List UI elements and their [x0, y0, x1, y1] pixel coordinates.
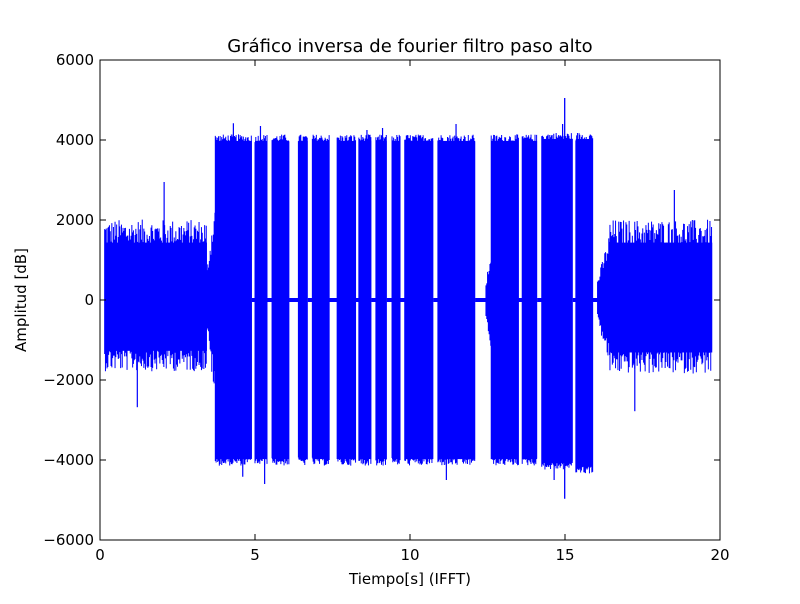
y-tick-label: 4000 — [56, 131, 94, 149]
series-segment-burst — [336, 135, 357, 466]
series-segment-burst — [391, 134, 401, 465]
signal-trace — [597, 238, 611, 356]
signal-trace — [271, 134, 290, 466]
series-segment-noise — [104, 182, 207, 408]
series-segment-burst — [358, 130, 372, 466]
series-segment-burst — [490, 134, 519, 466]
signal-trace — [375, 134, 387, 466]
series-segment-burst — [271, 134, 290, 466]
signal-trace — [297, 134, 308, 466]
signal-trace — [404, 134, 434, 466]
y-tick-label: 6000 — [56, 51, 94, 69]
series-segment-noise — [609, 190, 713, 412]
series-segment-ramp_up — [485, 262, 492, 346]
y-tick-label: 2000 — [56, 211, 94, 229]
x-tick-label: 15 — [555, 546, 574, 564]
x-tick-label: 5 — [250, 546, 260, 564]
series-segment-burst — [214, 123, 252, 477]
y-tick-label: −4000 — [43, 451, 94, 469]
signal-trace — [485, 262, 492, 346]
x-tick-label: 0 — [95, 546, 105, 564]
signal-trace — [336, 135, 357, 466]
signal-trace — [575, 133, 594, 474]
series-segment-burst — [437, 124, 476, 480]
signal-trace — [214, 134, 252, 466]
y-axis-label: Amplitud [dB] — [12, 248, 30, 352]
signal-trace — [104, 219, 207, 372]
signal-trace — [358, 134, 372, 466]
y-tick-label: −6000 — [43, 531, 94, 549]
series-segment-burst — [297, 134, 308, 466]
series-segment-ramp_up — [597, 238, 611, 356]
y-tick-label: 0 — [84, 291, 94, 309]
x-axis-label: Tiempo[s] (IFFT) — [348, 570, 471, 588]
y-tick-label: −2000 — [43, 371, 94, 389]
x-tick-label: 20 — [710, 546, 729, 564]
series-segment-burst — [521, 134, 538, 466]
series-segment-burst — [254, 126, 268, 484]
signal-trace — [541, 132, 573, 470]
x-tick-label: 10 — [400, 546, 419, 564]
signal-trace — [609, 219, 713, 374]
signal-trace — [490, 134, 519, 466]
series-segment-burst — [404, 134, 434, 466]
series-layer — [104, 98, 713, 499]
series-segment-burst — [375, 128, 387, 466]
series-segment-burst — [541, 124, 573, 480]
signal-trace — [206, 212, 216, 384]
chart-title: Gráfico inversa de fourier filtro paso a… — [227, 36, 592, 57]
series-segment-ramp_up — [206, 212, 216, 384]
ticks-layer: 0 5 10 15 20 −6000 −4000 −2000 0 2000 4000 6000 — [43, 51, 729, 564]
series-segment-burst — [575, 133, 594, 474]
signal-trace — [391, 134, 401, 465]
plot-area — [99, 59, 721, 541]
series-segment-burst — [311, 134, 330, 466]
signal-trace — [311, 134, 330, 466]
signal-trace — [521, 134, 538, 466]
